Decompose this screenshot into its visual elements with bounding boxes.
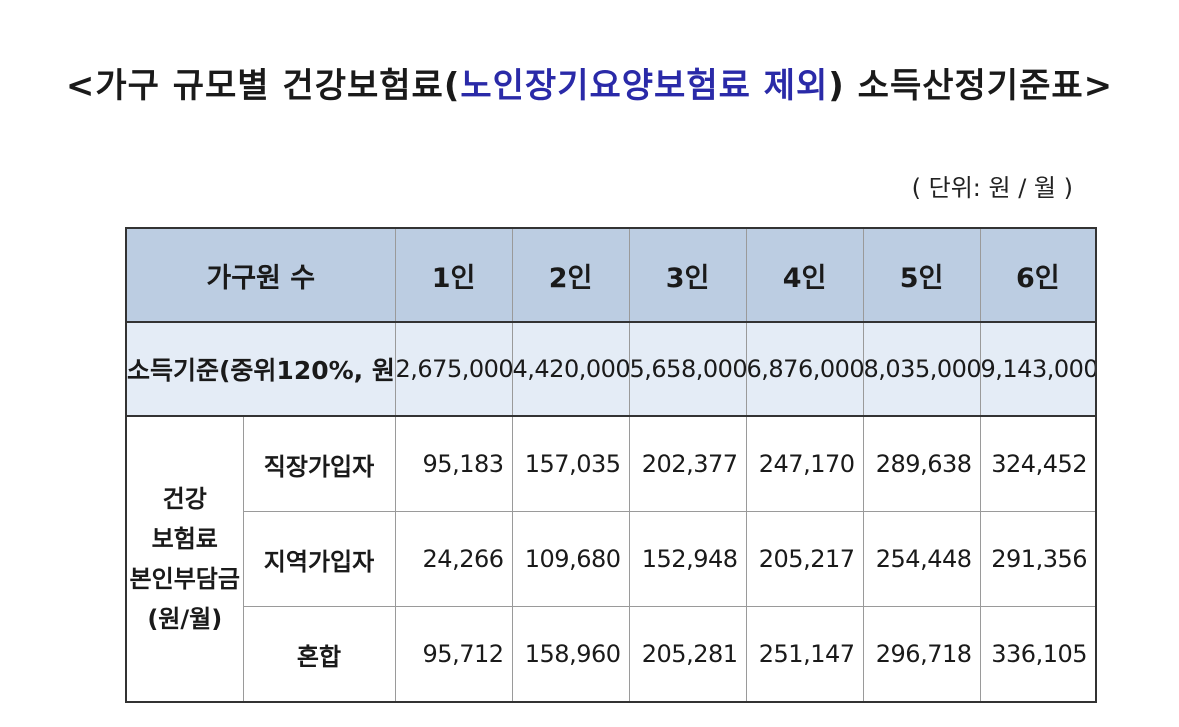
premium-value: 324,452 — [979, 415, 1097, 512]
premium-value: 296,718 — [862, 606, 981, 703]
premium-value: 289,638 — [862, 415, 981, 512]
row-label: 직장가입자 — [242, 415, 396, 512]
income-label: 소득기준(중위120%, 원) — [125, 321, 396, 417]
premium-value: 205,281 — [628, 606, 747, 703]
premium-value: 157,035 — [511, 415, 630, 512]
income-value: 8,035,000 — [862, 321, 981, 417]
premium-row-employee: 건강 보험료 본인부담금 (원/월) 직장가입자 95,183 157,035 … — [125, 415, 1097, 703]
group-line: 보험료 — [151, 525, 218, 553]
document-title: <가구 규모별 건강보험료(노인장기요양보험료 제외) 소득산정기준표> — [0, 58, 1179, 107]
premium-value: 95,712 — [394, 606, 513, 703]
column-header: 3인 — [628, 227, 747, 323]
column-header: 1인 — [394, 227, 513, 323]
group-line: 본인부담금 — [129, 565, 240, 593]
premium-value: 336,105 — [979, 606, 1097, 703]
title-suffix: ) 소득산정기준표> — [828, 66, 1114, 106]
premium-value: 291,356 — [979, 511, 1097, 607]
premium-value: 152,948 — [628, 511, 747, 607]
income-row: 소득기준(중위120%, 원) 2,675,000 4,420,000 5,65… — [125, 321, 1097, 417]
column-header: 6인 — [979, 227, 1097, 323]
income-value: 6,876,000 — [745, 321, 864, 417]
income-value: 5,658,000 — [628, 321, 747, 417]
column-header: 5인 — [862, 227, 981, 323]
household-size-header: 가구원 수 — [125, 227, 396, 323]
income-value: 2,675,000 — [394, 321, 513, 417]
row-label: 지역가입자 — [242, 511, 396, 607]
header-row: 가구원 수 1인 2인 3인 4인 5인 6인 — [125, 227, 1097, 323]
premium-value: 202,377 — [628, 415, 747, 512]
title-prefix: <가구 규모별 건강보험료( — [65, 66, 461, 106]
premium-value: 158,960 — [511, 606, 630, 703]
unit-note: ( 단위: 원 / 월 ) — [911, 174, 1073, 202]
income-value: 9,143,000 — [979, 321, 1097, 417]
premium-value: 205,217 — [745, 511, 864, 607]
premium-value: 24,266 — [394, 511, 513, 607]
premium-value: 109,680 — [511, 511, 630, 607]
premium-row-regional: 지역가입자 24,266 109,680 152,948 205,217 254… — [126, 511, 1097, 607]
premium-value: 247,170 — [745, 415, 864, 512]
column-header: 2인 — [511, 227, 630, 323]
premium-value: 95,183 — [394, 415, 513, 512]
group-line: 건강 — [162, 485, 207, 513]
income-criteria-table: 가구원 수 1인 2인 3인 4인 5인 6인 소득기준(중위120%, 원) … — [125, 227, 1098, 703]
premium-value: 254,448 — [862, 511, 981, 607]
premium-row-mixed: 혼합 95,712 158,960 205,281 251,147 296,71… — [126, 606, 1097, 703]
column-header: 4인 — [745, 227, 864, 323]
premium-group-label: 건강 보험료 본인부담금 (원/월) — [125, 415, 244, 703]
group-line: (원/월) — [147, 605, 223, 633]
premium-value: 251,147 — [745, 606, 864, 703]
row-label: 혼합 — [242, 606, 396, 703]
title-highlight: 노인장기요양보험료 제외 — [460, 66, 829, 106]
income-value: 4,420,000 — [511, 321, 630, 417]
